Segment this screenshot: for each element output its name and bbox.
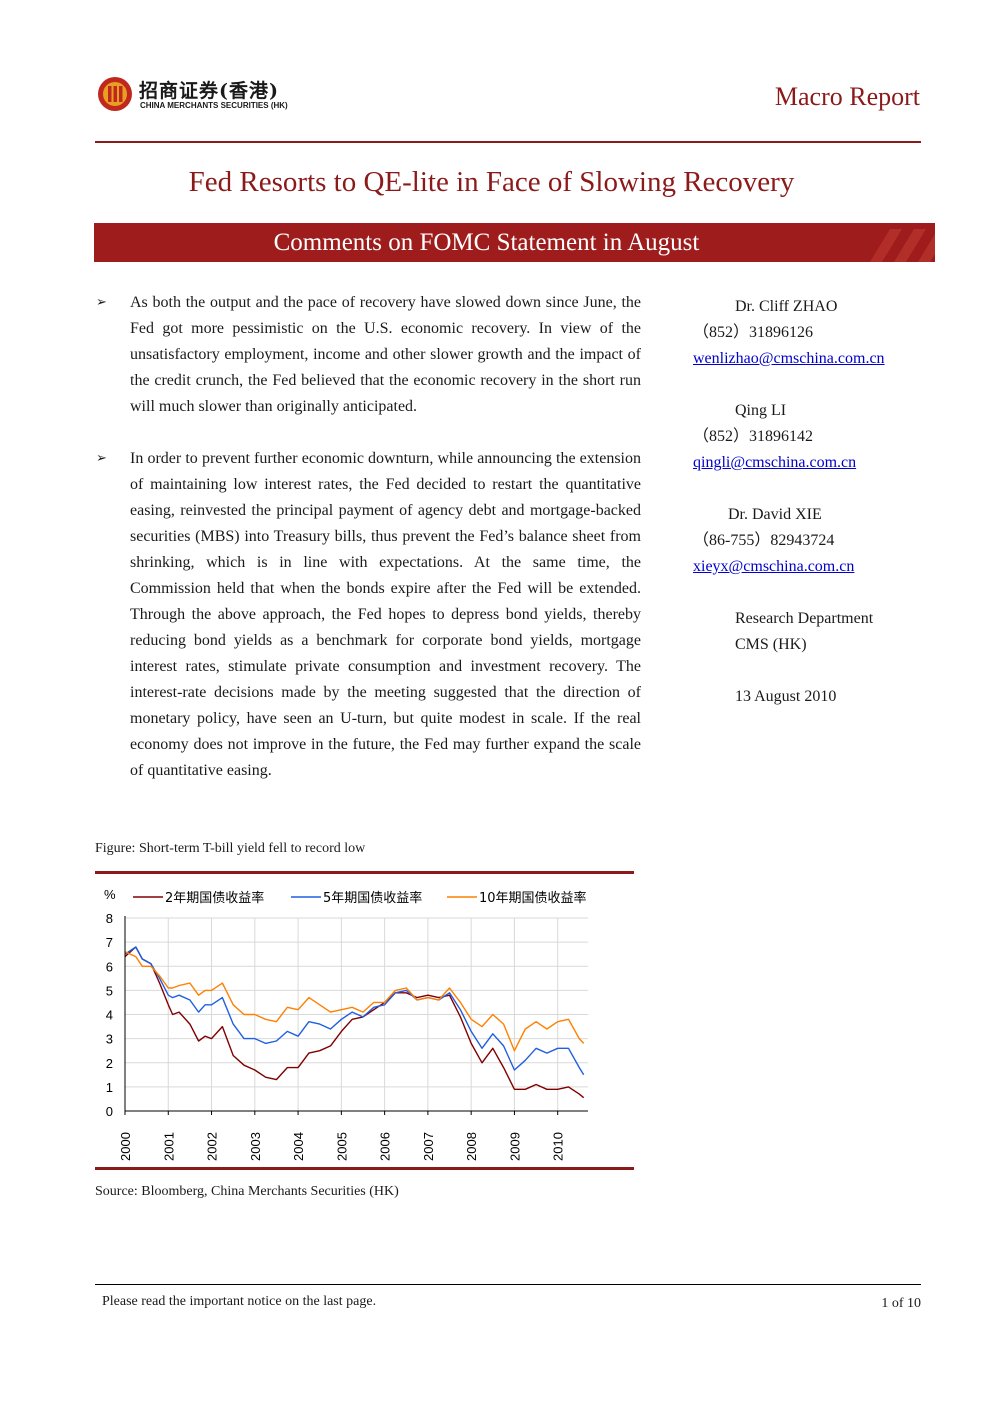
y-tick-label: 5 [106,983,113,998]
x-tick-label: 2003 [248,1132,263,1161]
x-tick-label: 2006 [378,1132,393,1161]
bullet-text: As both the output and the pace of recov… [130,294,641,415]
arrow-bullet-icon: ➢ [96,451,107,466]
company-logo: 招商证券(香港) CHINA MERCHANTS SECURITIES (HK) [97,74,317,118]
footer-notice: Please read the important notice on the … [102,1294,377,1309]
x-tick-label: 2008 [464,1132,479,1161]
figure-bottom-rule [95,1167,634,1170]
bullet-text: In order to prevent further economic dow… [130,450,641,779]
yield-line-chart: 0 1 2 3 4 5 6 7 8 2000 2001 2002 2003 2004 2005 2006 200… [104,887,588,1161]
legend-label: 5年期国债收益率 [323,890,422,906]
x-tick-label: 2002 [205,1132,220,1161]
analyst-name: Dr. Cliff ZHAO [735,298,838,315]
y-tick-label: 1 [106,1080,113,1095]
analyst-name: Dr. David XIE [728,506,822,523]
y-tick-label: 2 [106,1056,113,1071]
header-divider [95,141,921,143]
series-line-3 [124,951,585,1052]
analyst-phone: （852）31896126 [693,324,814,341]
summary-bullet: ➢ As both the output and the pace of rec… [96,290,641,420]
legend-label: 2年期国债收益率 [165,890,264,906]
y-axis-unit-label: % [104,887,116,902]
y-tick-label: 8 [106,911,113,926]
y-tick-label: 7 [106,935,113,950]
report-date: 13 August 2010 [735,688,837,705]
subtitle-text: Comments on FOMC Statement in August [273,229,700,256]
analyst-phone: （852）31896142 [693,428,814,445]
y-tick-label: 0 [106,1104,113,1119]
footer-divider [95,1284,921,1285]
analyst-name: Qing LI [735,402,787,419]
figure-top-rule [95,871,634,874]
arrow-bullet-icon: ➢ [96,295,107,310]
banner-logo-watermark-icon [870,229,935,262]
analyst-email-link[interactable]: wenlizhao@cmschina.com.cn [693,350,885,367]
y-tick-label: 3 [106,1032,113,1047]
series-line-2 [124,946,585,1076]
x-tick-label: 2000 [118,1132,133,1161]
x-tick-label: 2001 [161,1132,176,1161]
y-tick-label: 4 [106,1008,113,1023]
analyst-email-link[interactable]: qingli@cmschina.com.cn [693,454,857,471]
y-tick-label: 6 [106,959,113,974]
subtitle-banner: Comments on FOMC Statement in August [94,223,935,262]
analyst-phone: （86-755）82943724 [693,532,835,549]
x-tick-label: 2009 [507,1132,522,1161]
logo-emblem-icon [98,77,132,111]
report-title: Fed Resorts to QE-lite in Face of Slowin… [188,166,795,198]
legend-label: 10年期国债收益率 [479,890,587,906]
department: Research Department [735,610,874,627]
figure-caption: Figure: Short-term T-bill yield fell to … [95,841,366,856]
figure-source: Source: Bloomberg, China Merchants Secur… [95,1184,399,1199]
page-number: 1 of 10 [881,1296,921,1311]
logo-english-name: CHINA MERCHANTS SECURITIES (HK) [140,101,288,110]
series-line-1 [124,946,585,1099]
analyst-email-link[interactable]: xieyx@cmschina.com.cn [693,558,855,575]
x-tick-label: 2007 [421,1132,436,1161]
x-tick-label: 2010 [551,1132,566,1161]
report-type: Macro Report [774,82,920,111]
company: CMS (HK) [735,636,807,653]
logo-chinese-name: 招商证券(香港) [139,80,279,102]
summary-bullet: ➢ In order to prevent further economic d… [96,446,641,784]
x-tick-label: 2005 [334,1132,349,1161]
x-tick-label: 2004 [291,1132,306,1161]
